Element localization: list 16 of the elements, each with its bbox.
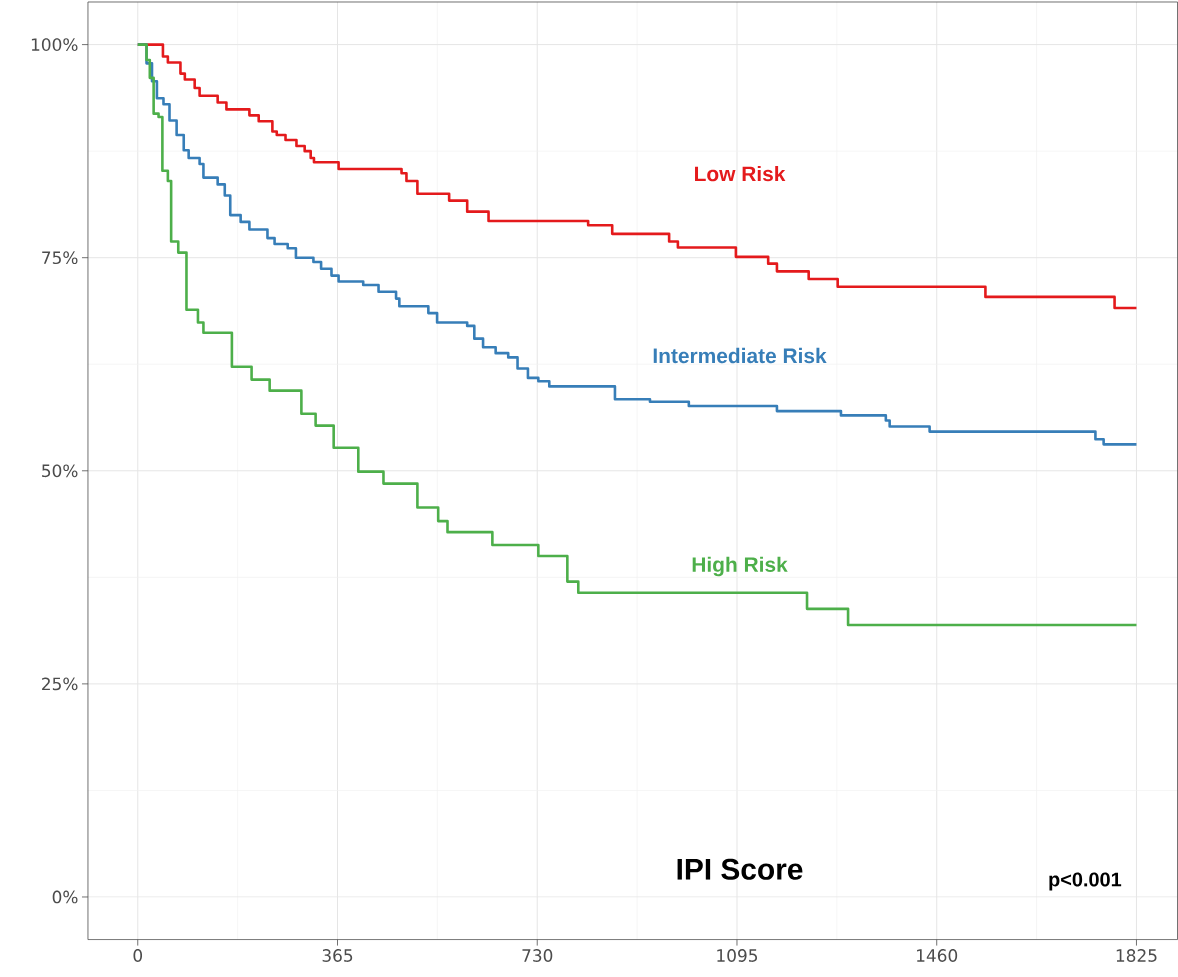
y-tick-label: 100%: [31, 38, 78, 52]
x-tick-label: 0: [133, 949, 143, 963]
series-label: Intermediate Risk: [653, 347, 827, 364]
y-tick-label: 50%: [42, 464, 78, 478]
x-tick-label: 1460: [917, 949, 958, 963]
y-tick-label: 0%: [52, 890, 78, 904]
x-tick-label: 365: [322, 949, 353, 963]
x-tick-label: 730: [522, 949, 553, 963]
annotation: IPI Score: [677, 858, 803, 881]
x-tick-label: 1825: [1116, 949, 1157, 963]
annotation: p<0.001: [1049, 872, 1122, 891]
series-label: High Risk: [692, 556, 788, 577]
x-tick-label: 1095: [717, 949, 758, 963]
text: Low Risk: [695, 166, 786, 182]
y-tick-label: 75%: [42, 251, 78, 265]
y-tick-label: 25%: [42, 677, 78, 691]
